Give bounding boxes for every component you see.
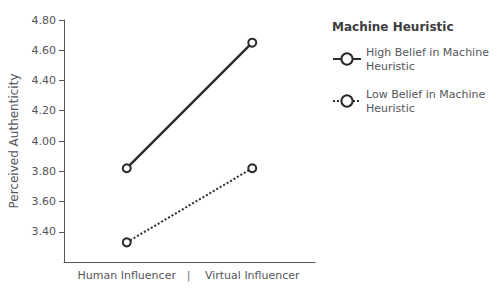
svg-text:4.80: 4.80: [32, 14, 57, 27]
svg-text:Low Belief in Machine: Low Belief in Machine: [366, 88, 486, 101]
svg-text:Machine Heuristic: Machine Heuristic: [332, 20, 454, 34]
svg-text:3.60: 3.60: [32, 195, 57, 208]
svg-text:Human Influencer: Human Influencer: [78, 269, 177, 282]
svg-text:|: |: [187, 269, 191, 282]
svg-text:Perceived Authenticity: Perceived Authenticity: [7, 74, 21, 209]
svg-text:High Belief in Machine: High Belief in Machine: [366, 46, 489, 59]
svg-text:4.60: 4.60: [32, 44, 57, 57]
svg-text:3.40: 3.40: [32, 225, 57, 238]
svg-text:3.80: 3.80: [32, 165, 57, 178]
svg-text:Heuristic: Heuristic: [366, 60, 415, 73]
svg-text:4.20: 4.20: [32, 104, 57, 117]
svg-text:4.40: 4.40: [32, 74, 57, 87]
svg-text:Virtual Influencer: Virtual Influencer: [205, 269, 300, 282]
svg-text:Heuristic: Heuristic: [366, 102, 415, 115]
svg-text:4.00: 4.00: [32, 135, 57, 148]
